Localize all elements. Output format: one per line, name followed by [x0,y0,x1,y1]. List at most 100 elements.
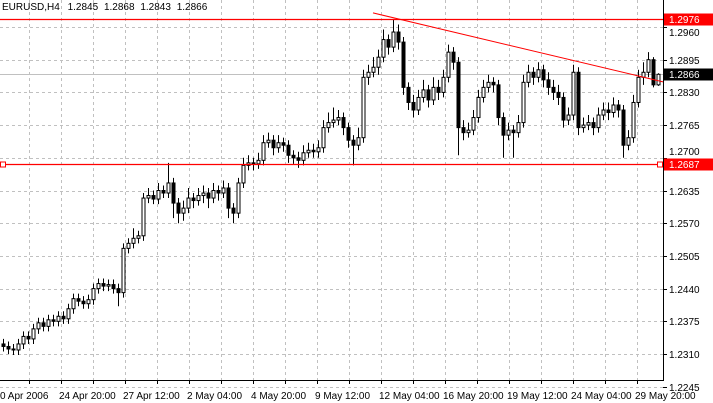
price-tick-label: 1.2635 [669,187,700,198]
candle-body [241,164,246,184]
candle-body [166,182,171,194]
candle-body [541,69,546,81]
candle-body [646,59,651,73]
candle-body [231,207,236,214]
candle-body [151,195,156,200]
candle-body [371,66,376,73]
candle-body [501,117,506,136]
candle-body [76,298,81,302]
candle-body [16,343,21,351]
candle-body [551,86,556,93]
candle-body [141,197,146,237]
candle-body [611,104,616,114]
candle-body [216,190,221,194]
candle-body [486,81,491,88]
candle-body [251,162,256,165]
candle-body [456,61,461,129]
candle-body [591,122,596,129]
candle-body [451,51,456,63]
candle-body [656,73,661,86]
trendline [372,12,664,83]
time-tick-label: 29 May 20:00 [635,391,696,402]
current-price-label-box [664,68,713,81]
candle-body [71,298,76,310]
price-tick-label: 1.2310 [669,350,700,361]
time-tick-label: 4 May 20:00 [251,391,306,402]
time-tick-label: 24 Apr 20:00 [59,391,116,402]
candle-body [406,86,411,103]
candle-body [636,76,641,103]
candle-body [566,114,571,121]
candle-body [531,71,536,78]
candle-body [421,89,426,98]
candle-body [576,71,581,129]
low-value: 1.2843 [140,2,171,13]
candle-body [176,202,181,214]
candle-body [276,142,281,149]
price-tick-label: 1.2960 [669,28,700,39]
candle-body [211,190,216,199]
candle-body [66,308,71,320]
price-label-box [664,158,713,171]
candle-body [351,139,356,146]
candles [1,18,661,356]
candle-body [56,315,61,322]
candle-body [431,86,436,101]
candle-body [121,247,126,294]
candle-body [336,117,341,121]
time-tick-label: 19 May 12:00 [507,391,568,402]
candle-body [391,31,396,48]
price-axis: 1.2960 1.2895 1.2830 1.2765 1.2700 1.2635 1.25… [663,27,700,394]
candle-body [6,345,11,350]
chart-objects-over[interactable] [0,12,664,168]
candle-body [256,159,261,165]
candle-body [171,182,176,204]
candle-body [546,79,551,88]
candle-body [181,207,186,214]
candle-body [401,41,406,88]
time-tick-label: 0 Apr 2006 [0,391,49,402]
candle-body [386,39,391,48]
candle-body [106,284,111,287]
candle-body [376,56,381,68]
candle-body [366,71,371,78]
candle-body [286,144,291,156]
candle-body [476,96,481,119]
candle-body [526,71,531,83]
price-labels: 1.2976 1.2687 1.2866 [664,13,713,171]
candle-body [226,187,231,209]
candle-body [296,157,301,161]
candle-body [86,299,91,305]
candle-body [21,335,26,345]
close-value: 1.2866 [177,2,208,13]
candle-body [411,101,416,111]
candle-body [26,335,31,340]
candle-body [356,137,361,146]
candle-body [156,190,161,200]
candle-body [101,283,106,287]
candle-body [186,197,191,209]
candle-body [481,86,486,98]
candle-body [621,109,626,146]
candle-body [36,322,41,330]
candle-body [496,84,501,119]
candle-body [331,119,336,124]
candle-body [471,117,476,131]
candle-body [601,109,606,116]
open-value: 1.2845 [68,2,99,13]
candle-body [536,69,541,78]
candle-body [266,139,271,144]
candle-body [11,348,16,351]
candle-body [616,104,621,111]
candle-body [46,319,51,327]
candle-body [201,192,206,197]
candle-body [556,91,561,98]
candle-body [51,319,56,322]
time-tick-label: 24 May 04:00 [571,391,632,402]
candle-body [116,288,121,294]
candle-body [586,122,591,126]
candle-body [261,142,266,161]
price-label-box [664,13,713,26]
candle-body [521,81,526,124]
